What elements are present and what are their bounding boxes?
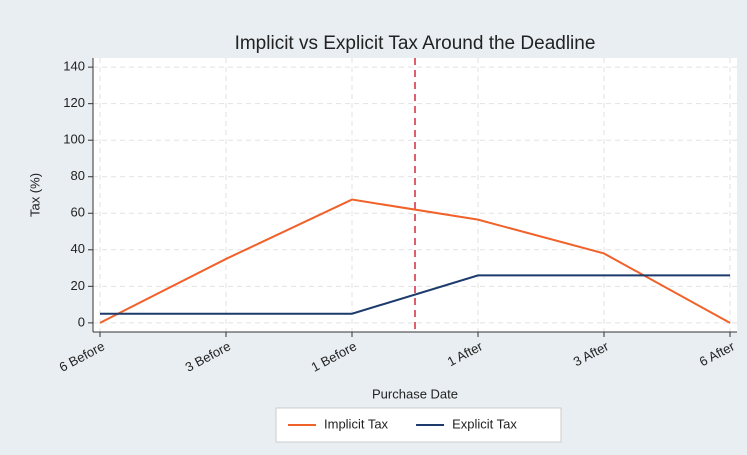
x-axis-label: Purchase Date xyxy=(372,386,458,401)
y-tick-label: 120 xyxy=(63,95,85,110)
y-axis-label: Tax (%) xyxy=(27,173,42,217)
legend-label: Explicit Tax xyxy=(452,416,517,431)
line-series xyxy=(99,198,731,324)
y-tick-label: 60 xyxy=(71,205,85,220)
y-tick-label: 40 xyxy=(71,241,85,256)
legend-label: Implicit Tax xyxy=(324,416,389,431)
y-tick-label: 20 xyxy=(71,278,85,293)
y-tick-label: 0 xyxy=(78,314,85,329)
y-tick-label: 80 xyxy=(71,168,85,183)
legend: Implicit Tax Explicit Tax xyxy=(275,407,562,443)
line-series xyxy=(100,274,730,315)
chart-title: Implicit vs Explicit Tax Around the Dead… xyxy=(235,33,596,54)
y-tick-label: 100 xyxy=(63,132,85,147)
y-tick-label: 140 xyxy=(63,59,85,74)
